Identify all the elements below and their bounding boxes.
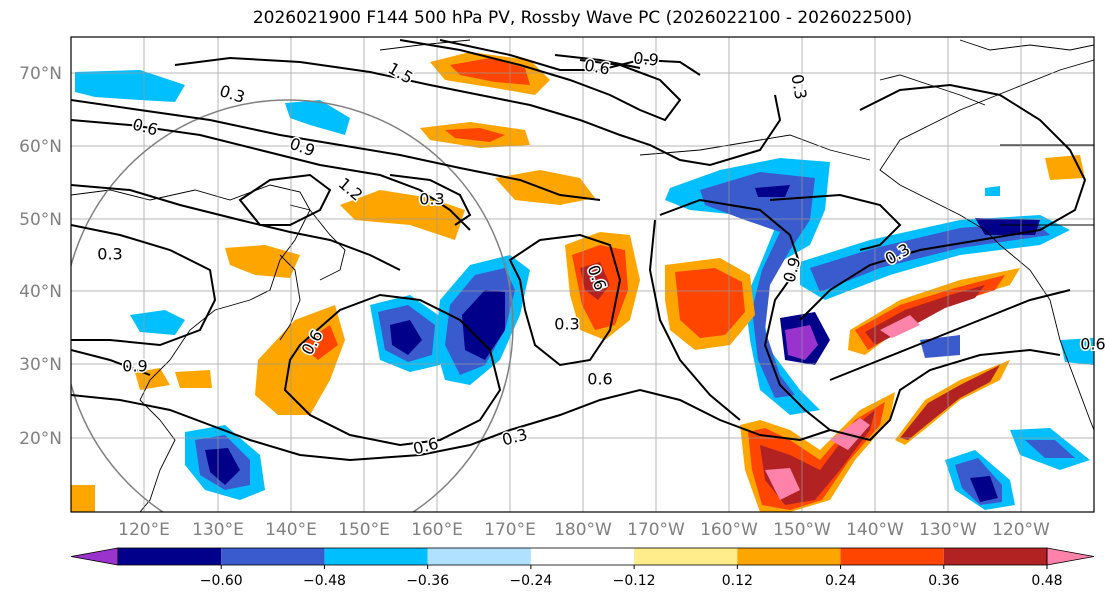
latitude-label: 30°N xyxy=(19,355,62,375)
colorbar-frame xyxy=(117,547,1048,566)
longitude-label: 160°E xyxy=(411,520,463,540)
colorbar-segment xyxy=(530,548,635,565)
contour-label: 0.3 xyxy=(97,245,122,264)
colorbar-segment xyxy=(943,548,1047,565)
colorbar-tick-label: −0.36 xyxy=(406,573,449,589)
colorbar-segment xyxy=(634,548,738,565)
longitude-label: 140°E xyxy=(265,520,317,540)
colorbar-tick-label: −0.60 xyxy=(200,573,243,589)
contour-label: 0.9 xyxy=(122,357,147,376)
colorbar: −0.60 −0.48 −0.36 −0.24 −0.12 0.12 0.24 0.36 0.4… xyxy=(70,547,1095,589)
colorbar-tick-label: −0.12 xyxy=(613,573,656,589)
latitude-labels: 70°N 60°N 50°N 40°N 30°N 20°N xyxy=(19,64,62,449)
colorbar-segment xyxy=(427,548,531,565)
colorbar-segment xyxy=(737,548,841,565)
colorbar-segment xyxy=(118,548,222,565)
longitude-label: 150°E xyxy=(338,520,390,540)
contour-label: 0.3 xyxy=(419,190,444,209)
latitude-label: 20°N xyxy=(19,429,62,449)
colorbar-segment xyxy=(324,548,428,565)
contour-label: 0.6 xyxy=(1080,335,1105,354)
longitude-label: 180°W xyxy=(554,520,612,540)
map-frame xyxy=(70,36,1095,513)
longitude-label: 120°E xyxy=(118,520,170,540)
pv-contours xyxy=(71,39,1087,462)
longitude-label: 120°W xyxy=(992,520,1050,540)
longitude-label: 130°E xyxy=(192,520,244,540)
colorbar-tick-label: 0.48 xyxy=(1031,573,1062,589)
colorbar-segment xyxy=(221,548,325,565)
colorbar-tick-label: −0.24 xyxy=(509,573,552,589)
colorbar-tick-label: 0.12 xyxy=(722,573,753,589)
longitude-label: 170°W xyxy=(627,520,685,540)
longitude-label: 150°W xyxy=(773,520,831,540)
latitude-label: 60°N xyxy=(19,137,62,157)
contour-label: 0.6 xyxy=(587,370,612,389)
colorbar-tick-label: 0.36 xyxy=(928,573,959,589)
longitude-label: 160°W xyxy=(700,520,758,540)
colorbar-extend-high xyxy=(1046,547,1095,566)
longitude-labels: 120°E 130°E 140°E 150°E 160°E 170°E 180°W 170°W… xyxy=(118,520,1050,540)
contour-label: 0.9 xyxy=(633,48,660,69)
colorbar-tick-label: −0.48 xyxy=(303,573,346,589)
reference-circle xyxy=(71,99,514,512)
map-title: 2026021900 F144 500 hPa PV, Rossby Wave … xyxy=(252,8,913,28)
colorbar-segment xyxy=(840,548,944,565)
colorbar-tick-label: 0.24 xyxy=(825,573,856,589)
longitude-label: 140°W xyxy=(846,520,904,540)
longitude-label: 130°W xyxy=(919,520,977,540)
contour-label: 0.3 xyxy=(554,315,579,334)
latitude-label: 70°N xyxy=(19,64,62,84)
colorbar-extend-low xyxy=(70,547,119,566)
longitude-label: 170°E xyxy=(484,520,536,540)
latitude-label: 40°N xyxy=(19,282,62,302)
latitude-label: 50°N xyxy=(19,210,62,230)
